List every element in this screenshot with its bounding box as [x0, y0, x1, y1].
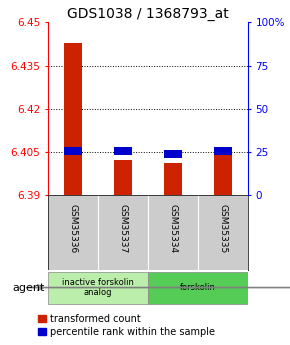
Text: GSM35334: GSM35334 [168, 204, 177, 253]
Legend: transformed count, percentile rank within the sample: transformed count, percentile rank withi… [38, 314, 215, 337]
Bar [48, 272, 148, 304]
Bar [164, 150, 182, 158]
Text: forskolin: forskolin [180, 283, 216, 292]
Bar [148, 272, 248, 304]
Bar [114, 147, 132, 155]
Title: GDS1038 / 1368793_at: GDS1038 / 1368793_at [67, 7, 229, 21]
Text: GSM35335: GSM35335 [218, 204, 227, 253]
Text: GSM35336: GSM35336 [68, 204, 77, 253]
Bar [64, 147, 81, 155]
Bar [64, 42, 81, 195]
Text: agent: agent [12, 283, 45, 293]
Text: inactive forskolin
analog: inactive forskolin analog [62, 278, 134, 297]
Text: GSM35337: GSM35337 [118, 204, 127, 253]
Bar [214, 147, 232, 155]
Bar [164, 163, 182, 195]
Bar [214, 152, 232, 195]
Bar [114, 160, 132, 195]
